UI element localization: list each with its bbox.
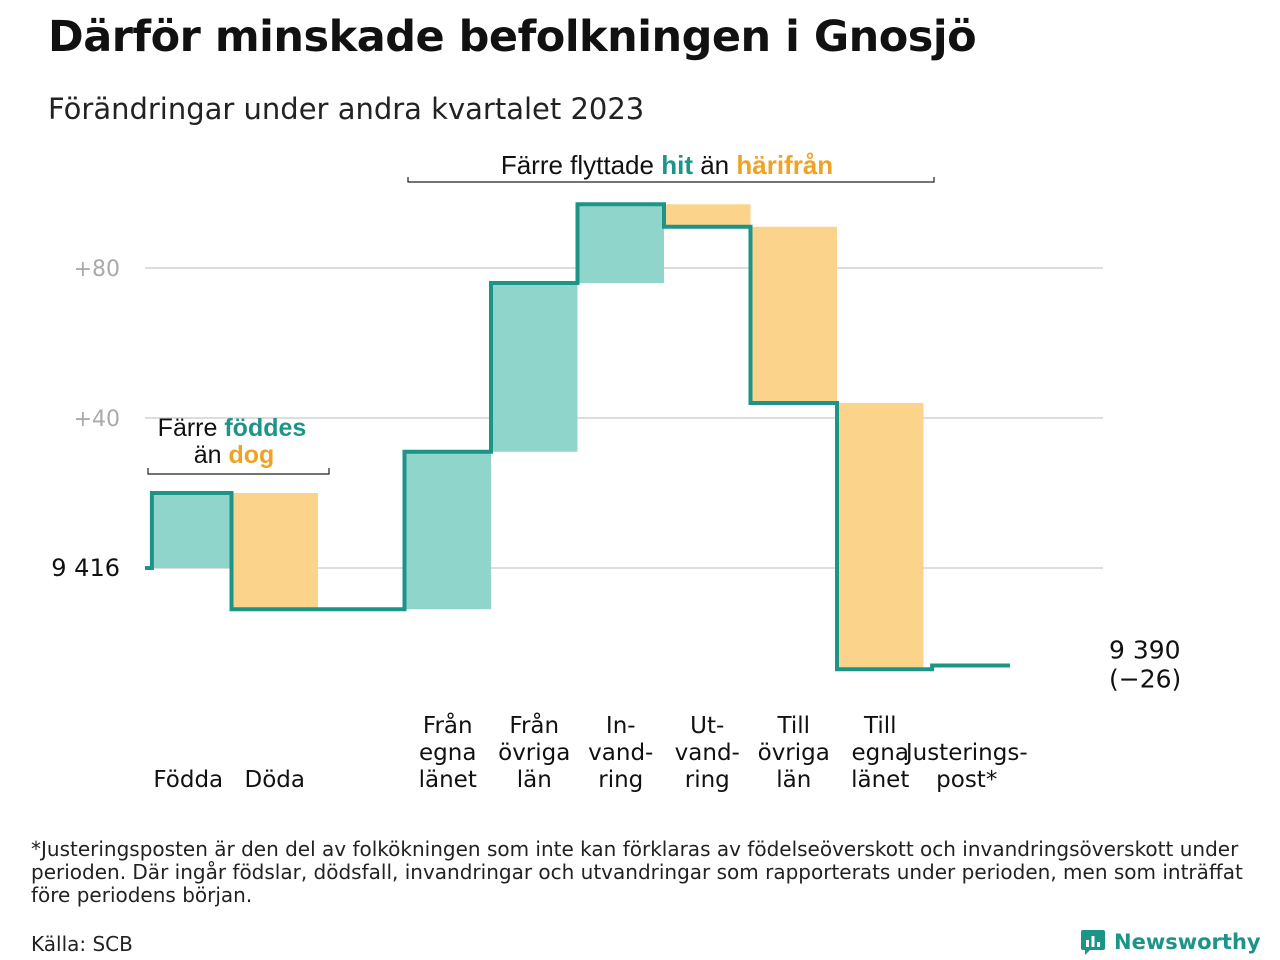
waterfall-bar — [750, 226, 837, 403]
annotation-highlight: härifrån — [736, 150, 833, 180]
end-value-label: 9 390 — [1109, 636, 1181, 665]
category-label: övriga — [758, 740, 830, 766]
annotation-highlight: dog — [228, 441, 274, 469]
waterfall-bar — [151, 493, 232, 568]
category-label: övriga — [498, 740, 570, 766]
annotation-migration: Färre flyttade hit än härifrån — [501, 150, 833, 180]
category-label: In- — [606, 713, 636, 739]
chart-subtitle: Förändringar under andra kvartalet 2023 — [48, 92, 645, 126]
source-label: Källa: SCB — [31, 932, 133, 956]
newsworthy-logo-icon — [1081, 930, 1105, 955]
chart-title: Därför minskade befolkningen i Gnosjö — [48, 12, 977, 62]
annotation-highlight: hit — [661, 150, 693, 180]
category-label: ring — [598, 767, 643, 793]
cumulative-step-line — [145, 202, 1010, 672]
annotation-births: Färre föddes — [158, 414, 307, 442]
brand-name: Newsworthy — [1114, 930, 1261, 954]
category-label: vand- — [588, 740, 653, 766]
category-label: egna — [419, 740, 476, 766]
category-label: Från — [509, 711, 559, 739]
category-label: post* — [936, 767, 997, 793]
waterfall-bar — [231, 493, 318, 610]
waterfall-bar — [577, 204, 664, 283]
bar-layer — [151, 204, 924, 670]
annotation-bracket — [407, 177, 935, 183]
category-label: Justerings- — [904, 740, 1028, 766]
waterfall-bar — [404, 451, 491, 610]
waterfall-bar — [837, 403, 924, 670]
annotation-text: Färre flyttade — [501, 150, 661, 180]
category-label: vand- — [675, 740, 740, 766]
category-label: län — [776, 767, 811, 793]
end-change-label: (−26) — [1109, 665, 1181, 694]
y-tick-label: +80 — [74, 257, 120, 282]
brand-logo[interactable]: Newsworthy — [1080, 928, 1261, 956]
waterfall-bar — [491, 283, 578, 452]
footnote: *Justeringsposten är den del av folkökni… — [31, 837, 1243, 907]
annotation-text: än — [693, 150, 736, 180]
annotation-deaths: än dog — [194, 441, 275, 469]
category-label: egna — [852, 740, 909, 766]
annotation-text: Färre — [158, 414, 225, 442]
category-label: Till — [863, 713, 897, 739]
category-label: länet — [419, 767, 477, 793]
category-label: länet — [851, 767, 909, 793]
annotation-text: än — [194, 441, 229, 469]
annotation-highlight: föddes — [224, 414, 306, 442]
category-label: Födda — [153, 767, 223, 793]
annotation-bracket — [147, 468, 330, 475]
y-tick-label: +40 — [74, 407, 120, 432]
category-label: Från — [423, 711, 473, 739]
category-label: län — [517, 767, 552, 793]
category-label: ring — [685, 767, 730, 793]
start-value-label: 9 416 — [51, 554, 120, 582]
category-label: Ut- — [690, 713, 724, 739]
category-label: Till — [776, 713, 810, 739]
waterfall-bar — [664, 204, 751, 227]
category-label: Döda — [245, 767, 305, 793]
step-line-layer — [145, 202, 1010, 672]
